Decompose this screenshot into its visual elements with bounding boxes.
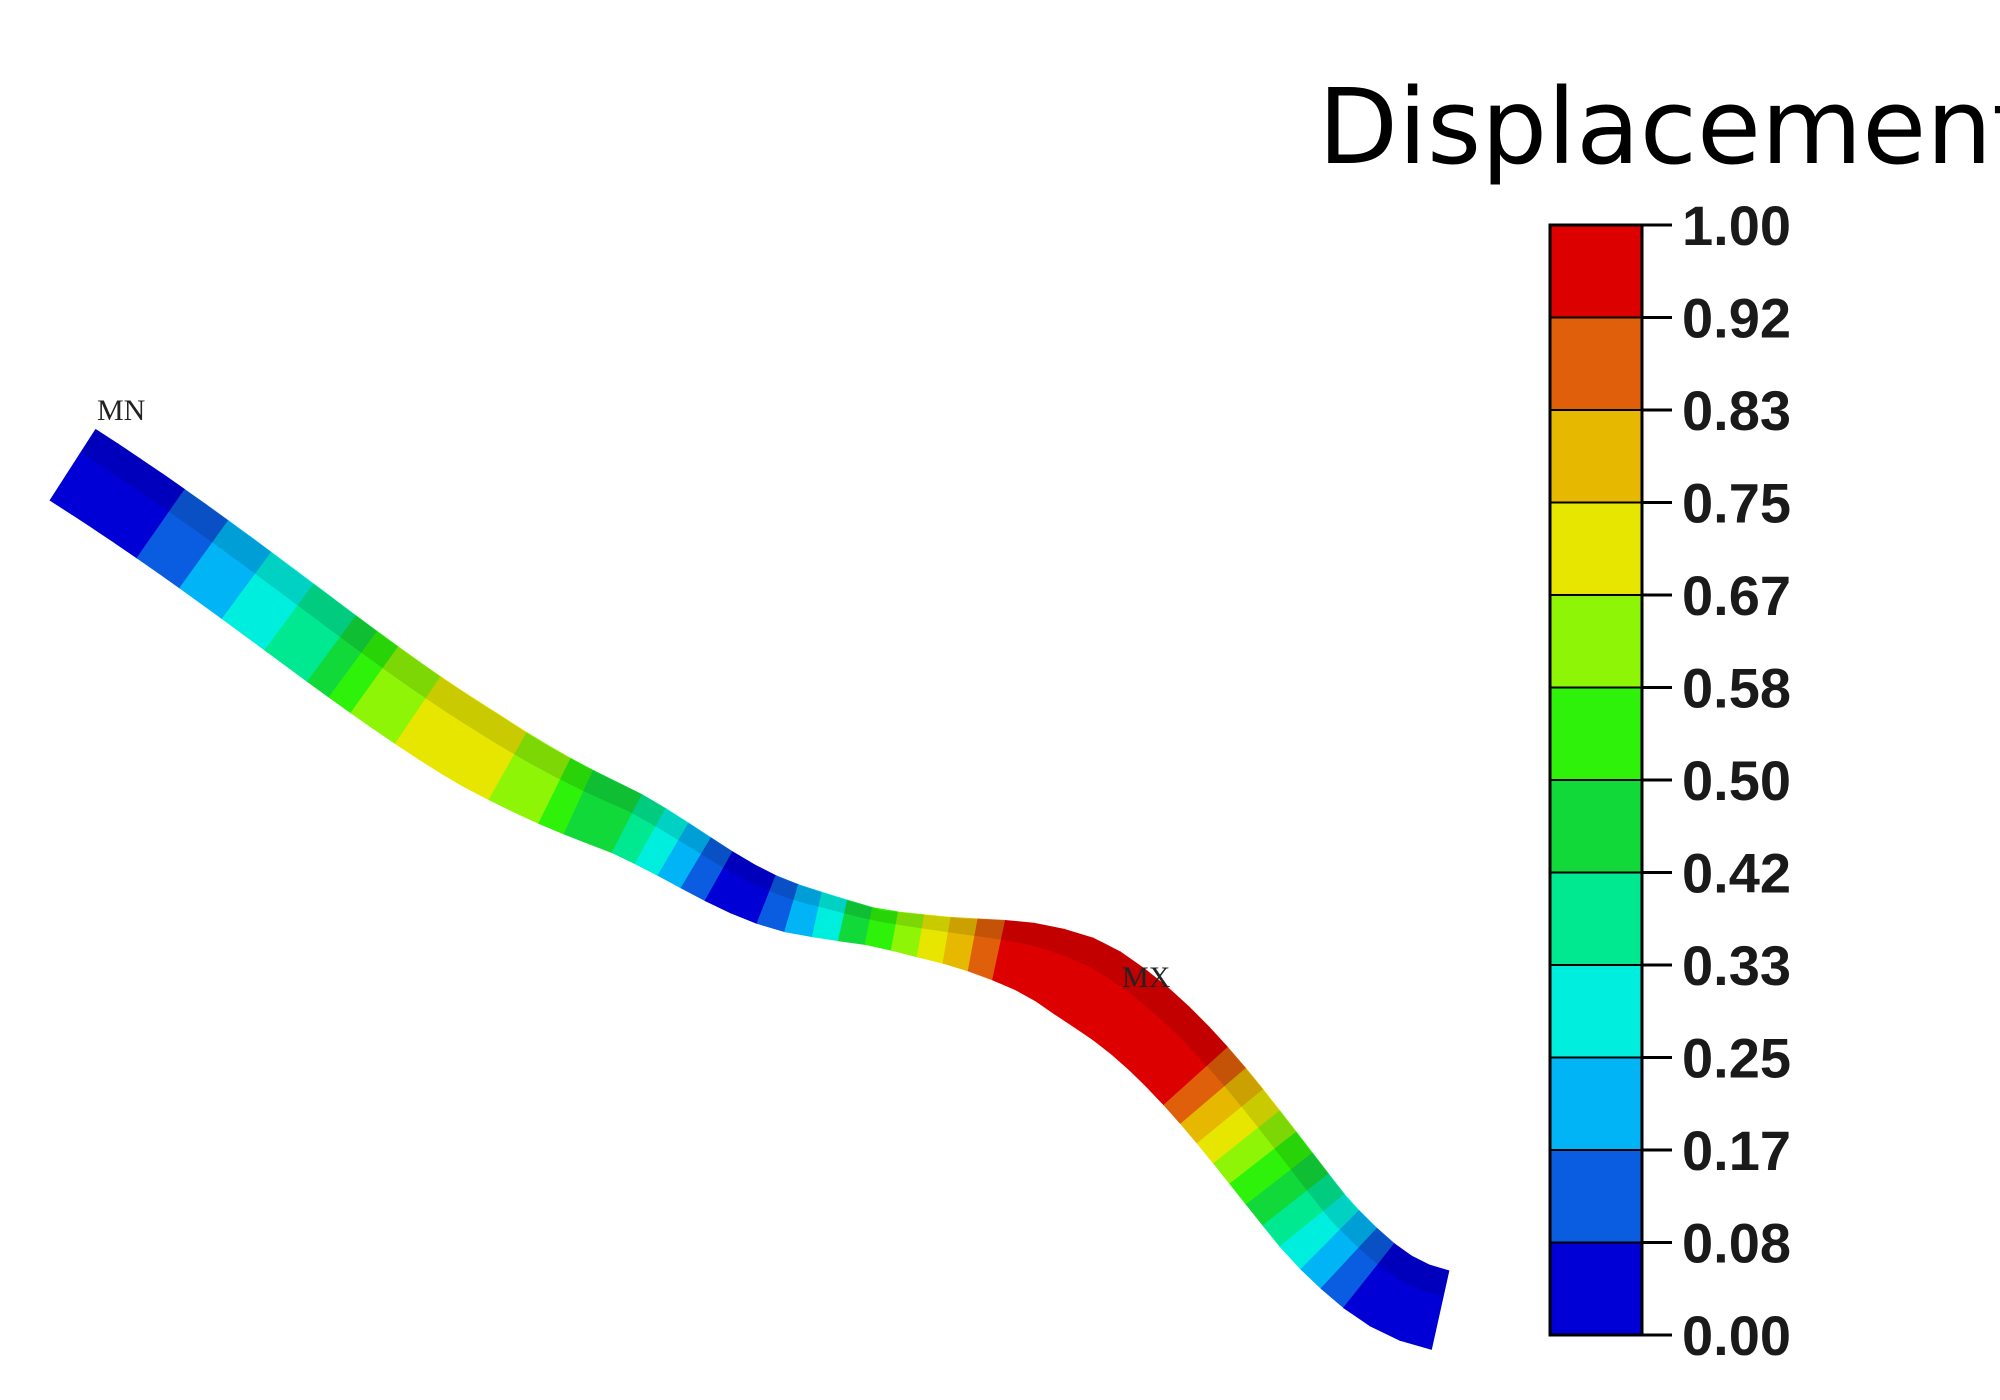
beam-side-shading: [80, 429, 1449, 1297]
legend-title: Displacement: [1318, 66, 2000, 188]
min-marker-label: MN: [97, 394, 145, 427]
legend-tick-label: 0.67: [1682, 564, 1791, 627]
legend-band: [1549, 224, 1643, 319]
legend-band: [1549, 409, 1643, 504]
legend-band: [1549, 501, 1643, 596]
legend-band: [1549, 1241, 1643, 1336]
legend-tick-label: 0.58: [1682, 657, 1791, 720]
legend-tick-label: 0.92: [1682, 287, 1791, 350]
legend-band: [1549, 871, 1643, 966]
deformed-beam: [49, 428, 1450, 1350]
legend-color-bar: [1548, 223, 1644, 1337]
legend-tick-label: 0.17: [1682, 1119, 1791, 1182]
legend-band: [1549, 779, 1643, 874]
legend-band: [1549, 1149, 1643, 1244]
legend-tick-label: 0.42: [1682, 842, 1791, 905]
legend-band: [1549, 1056, 1643, 1151]
legend-tick-label: 0.08: [1682, 1212, 1791, 1275]
max-marker-label: MX: [1122, 961, 1171, 994]
legend-band: [1549, 594, 1643, 689]
legend-tick-label: 0.50: [1682, 749, 1791, 812]
legend-band: [1549, 316, 1643, 411]
legend-tick-label: 0.33: [1682, 934, 1791, 997]
legend-tick-label: 0.75: [1682, 472, 1791, 535]
legend-tick-label: 0.83: [1682, 379, 1791, 442]
legend-ticks: 0.00 0.08 0.17 0.25 0.33 0.42 0.50 0.58 0.67 0.75…: [1642, 194, 1791, 1367]
legend-tick-label: 0.00: [1682, 1304, 1791, 1367]
legend-band: [1549, 686, 1643, 781]
legend-tick-label: 1.00: [1682, 194, 1791, 257]
legend-band: [1549, 964, 1643, 1059]
beam-segment: [1399, 1264, 1450, 1350]
color-legend: Displacement 0.00 0.08 0.17 0.25 0.33 0.42 0.5…: [1318, 66, 2000, 1367]
legend-tick-label: 0.25: [1682, 1027, 1791, 1090]
